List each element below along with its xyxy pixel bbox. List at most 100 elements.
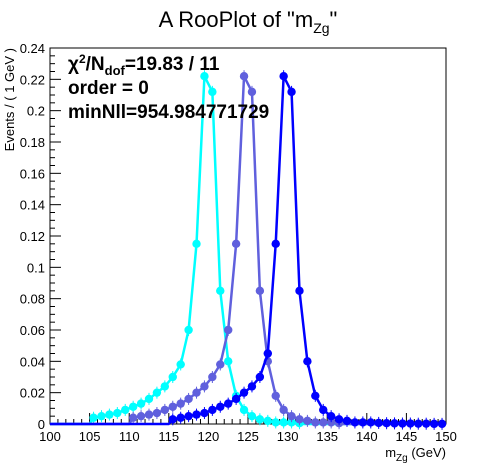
series-2-point bbox=[398, 419, 406, 427]
series-2-point bbox=[351, 418, 359, 426]
series-0-point bbox=[145, 395, 153, 403]
series-2-point bbox=[248, 382, 256, 390]
y-tick-label: 0.12 bbox=[20, 229, 45, 244]
series-1-point bbox=[319, 418, 327, 426]
series-1-point bbox=[295, 415, 303, 423]
series-2-point bbox=[224, 399, 232, 407]
series-1-point bbox=[169, 403, 177, 411]
y-tick-label: 0.24 bbox=[20, 41, 45, 56]
x-tick-label: 140 bbox=[356, 429, 378, 444]
series-0-point bbox=[153, 388, 161, 396]
series-1-point bbox=[272, 392, 280, 400]
series-2-point bbox=[327, 412, 335, 420]
series-2-point bbox=[406, 419, 414, 427]
series-2-point bbox=[414, 419, 422, 427]
series-0-point bbox=[89, 414, 97, 422]
chi2-annotation: χ2/Ndof=19.83 / 11 bbox=[68, 52, 220, 78]
series-2-point bbox=[367, 418, 375, 426]
series-1-point bbox=[240, 72, 248, 80]
series-0-point bbox=[121, 406, 129, 414]
series-0-curve bbox=[50, 76, 446, 424]
x-axis-title: mZg (GeV) bbox=[385, 445, 446, 464]
series-2-point bbox=[303, 357, 311, 365]
series-2-point bbox=[287, 88, 295, 96]
series-0-point bbox=[240, 406, 248, 414]
series-0-point bbox=[129, 403, 137, 411]
series-1-point bbox=[224, 326, 232, 334]
series-1-point bbox=[137, 412, 145, 420]
series-1-point bbox=[216, 360, 224, 368]
y-axis-title: Events / ( 1 GeV ) bbox=[2, 48, 17, 151]
y-tick-label: 0.06 bbox=[20, 323, 45, 338]
x-tick-label: 125 bbox=[237, 429, 259, 444]
y-tick-label: 0 bbox=[38, 417, 45, 432]
series-1-point bbox=[311, 418, 319, 426]
series-0-point bbox=[192, 240, 200, 248]
series-0-point bbox=[161, 382, 169, 390]
series-1-point bbox=[256, 287, 264, 295]
y-tick-label: 0.16 bbox=[20, 166, 45, 181]
series-0-point bbox=[256, 415, 264, 423]
y-tick-label: 0.08 bbox=[20, 292, 45, 307]
y-tick-labels: 0 0.02 0.04 0.06 0.08 0.1 0.12 0.14 0.16 0.18 0.2 0… bbox=[20, 41, 45, 432]
series-2-point bbox=[359, 418, 367, 426]
series-0-point bbox=[184, 326, 192, 334]
series-0-point bbox=[224, 357, 232, 365]
series-2-point bbox=[272, 240, 280, 248]
series-1-point bbox=[248, 88, 256, 96]
series-0-point bbox=[216, 287, 224, 295]
x-tick-label: 110 bbox=[119, 429, 140, 444]
x-tick-label: 115 bbox=[158, 429, 179, 444]
series-1-point bbox=[200, 382, 208, 390]
series-layer bbox=[50, 70, 446, 430]
series-2-point bbox=[240, 388, 248, 396]
series-2-point bbox=[422, 419, 430, 427]
series-2-point bbox=[200, 409, 208, 417]
series-0 bbox=[50, 70, 446, 429]
series-0-point bbox=[248, 412, 256, 420]
order-annotation: order = 0 bbox=[68, 78, 149, 99]
series-0-point bbox=[279, 418, 287, 426]
series-2-point bbox=[335, 415, 343, 423]
series-2-point bbox=[374, 419, 382, 427]
y-tick-label: 0.1 bbox=[27, 260, 45, 275]
series-2-point bbox=[438, 420, 446, 428]
series-2-point bbox=[232, 395, 240, 403]
y-tick-label: 0.14 bbox=[20, 198, 45, 213]
series-2-point bbox=[169, 415, 177, 423]
series-2-point bbox=[184, 412, 192, 420]
series-2-point bbox=[176, 414, 184, 422]
x-tick-label: 105 bbox=[79, 429, 101, 444]
series-2-curve bbox=[50, 76, 446, 424]
series-2-point bbox=[319, 406, 327, 414]
series-0-point bbox=[264, 417, 272, 425]
y-tick-label: 0.04 bbox=[20, 354, 45, 369]
y-tick-label: 0.02 bbox=[20, 386, 45, 401]
series-0-point bbox=[113, 409, 121, 417]
series-2-point bbox=[279, 72, 287, 80]
series-1-point bbox=[303, 417, 311, 425]
series-2-point bbox=[216, 403, 224, 411]
x-tick-label: 130 bbox=[277, 429, 299, 444]
series-0-point bbox=[169, 373, 177, 381]
series-1-point bbox=[184, 395, 192, 403]
series-2-point bbox=[192, 410, 200, 418]
series-0-point bbox=[97, 412, 105, 420]
series-1-point bbox=[161, 406, 169, 414]
series-1-point bbox=[208, 373, 216, 381]
series-1-point bbox=[176, 399, 184, 407]
series-1-point bbox=[192, 388, 200, 396]
chart-title: A RooPlot of "mZg" bbox=[159, 7, 338, 36]
series-0-point bbox=[137, 399, 145, 407]
x-tick-labels: 100 105 110 115 120 125 130 135 140 145 150 bbox=[39, 429, 457, 444]
series-1-point bbox=[287, 412, 295, 420]
series-2-point bbox=[311, 392, 319, 400]
y-tick-label: 0.2 bbox=[27, 104, 45, 119]
series-2-point bbox=[256, 373, 264, 381]
series-0-point bbox=[208, 88, 216, 96]
series-1-point bbox=[232, 240, 240, 248]
series-2-point bbox=[390, 419, 398, 427]
x-tick-label: 120 bbox=[198, 429, 220, 444]
series-2-point bbox=[264, 349, 272, 357]
